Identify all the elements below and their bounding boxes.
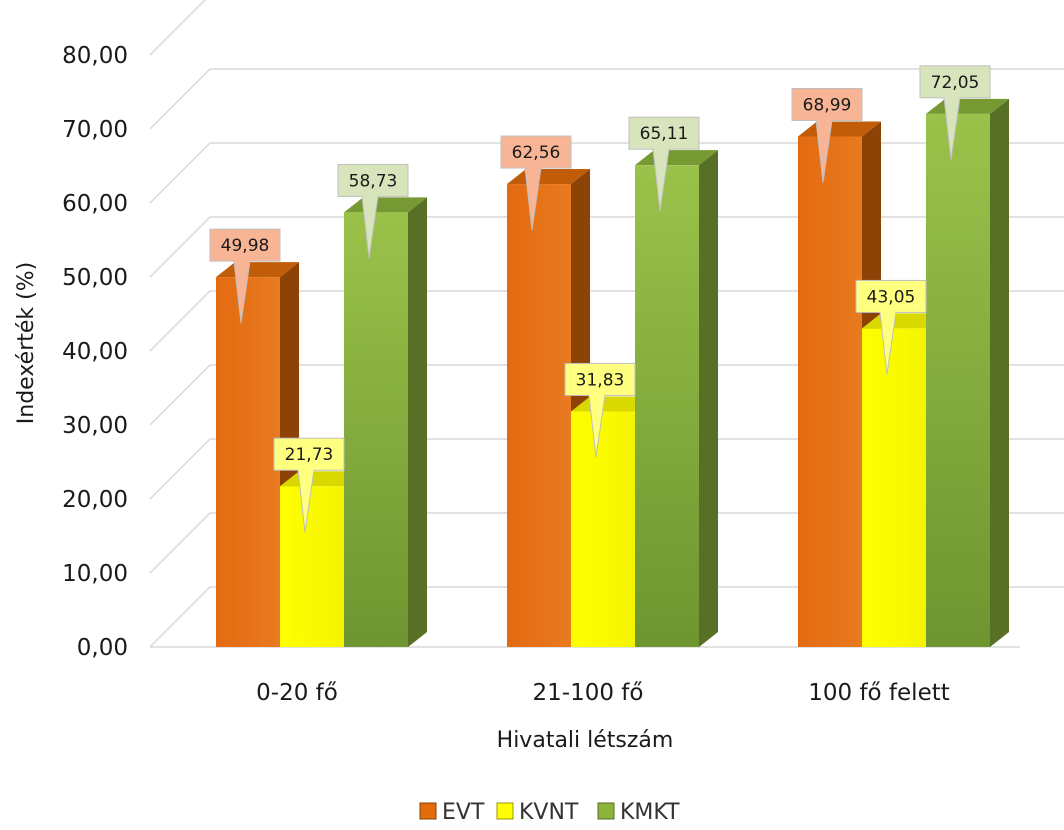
data-label-box — [855, 279, 927, 313]
bar-front — [635, 165, 699, 647]
y-axis-title: Indexérték (%) — [14, 262, 39, 424]
bars — [216, 98, 1009, 647]
legend-item-kmkt: KMKT — [597, 800, 680, 825]
data-label-kmkt: 58,73 — [337, 163, 409, 259]
y-tick-label: 50,00 — [62, 265, 128, 291]
data-label-seam — [880, 310, 896, 314]
y-axis-ticks: 0,00 10,00 20,00 30,00 40,00 50,00 60,00 70,00 8… — [62, 43, 128, 661]
data-labels: 49,98 21,73 58,73 62,56 31,83 65,11 68,99 43,05… — [209, 65, 991, 533]
bar-kmkt — [344, 197, 427, 647]
gridline — [149, 0, 207, 56]
data-label-evt: 68,99 — [791, 87, 863, 183]
y-tick-label: 70,00 — [62, 117, 128, 143]
x-tick-label: 100 fő felett — [808, 680, 950, 706]
y-tick-label: 60,00 — [62, 191, 128, 217]
legend: EVT KVNT KMKT — [419, 800, 680, 825]
data-label-kvnt: 43,05 — [855, 279, 927, 375]
data-label-seam — [653, 147, 669, 151]
data-label-value: 72,05 — [931, 73, 980, 93]
data-label-evt: 49,98 — [209, 228, 281, 324]
data-label-seam — [816, 118, 832, 122]
legend-item-evt: EVT — [419, 800, 485, 825]
y-tick-label: 0,00 — [77, 635, 128, 661]
data-label-seam — [525, 166, 541, 170]
data-label-value: 58,73 — [349, 171, 398, 191]
data-label-kvnt: 21,73 — [273, 437, 345, 533]
gridline — [149, 364, 1064, 426]
bar-side — [990, 98, 1009, 647]
legend-swatch — [496, 802, 514, 820]
legend-item-kvnt: KVNT — [496, 800, 579, 825]
x-tick-label: 21-100 fő — [533, 680, 644, 706]
x-axis-title: Hivatali létszám — [497, 728, 674, 753]
gridline — [149, 290, 1064, 352]
data-label-box — [273, 437, 345, 471]
bar-side — [408, 197, 427, 647]
bar-front — [862, 328, 926, 647]
legend-label: KVNT — [519, 800, 579, 825]
bar-front — [926, 113, 990, 647]
data-label-value: 43,05 — [867, 287, 916, 307]
y-tick-label: 40,00 — [62, 339, 128, 365]
data-label-value: 49,98 — [221, 236, 270, 256]
bar-kmkt — [926, 98, 1009, 647]
data-label-seam — [234, 259, 250, 263]
data-label-seam — [944, 96, 960, 100]
x-tick-label: 0-20 fő — [256, 680, 338, 706]
data-label-box — [337, 163, 409, 197]
gridline — [149, 68, 1064, 130]
data-label-kmkt: 65,11 — [628, 116, 700, 212]
gridline — [149, 216, 1064, 278]
data-label-value: 21,73 — [285, 445, 334, 465]
bar-front — [216, 277, 280, 647]
data-label-seam — [589, 393, 605, 397]
bar-evt — [216, 262, 299, 647]
x-axis-categories: 0-20 fő 21-100 fő 100 fő felett — [256, 680, 950, 706]
data-label-value: 62,56 — [512, 143, 561, 163]
data-label-value: 68,99 — [803, 95, 852, 115]
gridline — [149, 142, 1064, 204]
legend-label: EVT — [442, 800, 485, 825]
y-tick-label: 20,00 — [62, 487, 128, 513]
data-label-box — [564, 362, 636, 396]
y-tick-label: 10,00 — [62, 561, 128, 587]
bar-front — [571, 411, 635, 647]
gridline — [149, 438, 1064, 500]
data-label-kvnt: 31,83 — [564, 362, 636, 458]
data-label-seam — [362, 194, 378, 198]
legend-swatch — [419, 802, 437, 820]
data-label-box — [500, 135, 572, 169]
legend-label: KMKT — [620, 800, 680, 825]
bar-side — [699, 150, 718, 647]
data-label-box — [628, 116, 700, 150]
bar-front — [344, 212, 408, 647]
gridline — [149, 586, 1064, 648]
data-label-value: 31,83 — [576, 370, 625, 390]
data-label-kmkt: 72,05 — [919, 65, 991, 160]
data-label-value: 65,11 — [640, 124, 689, 144]
y-tick-label: 80,00 — [62, 43, 128, 69]
data-label-seam — [298, 468, 314, 472]
y-tick-label: 30,00 — [62, 413, 128, 439]
data-label-box — [919, 65, 991, 99]
bar-kmkt — [635, 150, 718, 647]
data-label-evt: 62,56 — [500, 135, 572, 231]
bar-front — [798, 136, 862, 647]
bar-front — [507, 184, 571, 647]
gridline — [149, 512, 1064, 574]
bar-front — [280, 486, 344, 647]
legend-swatch — [597, 802, 615, 820]
